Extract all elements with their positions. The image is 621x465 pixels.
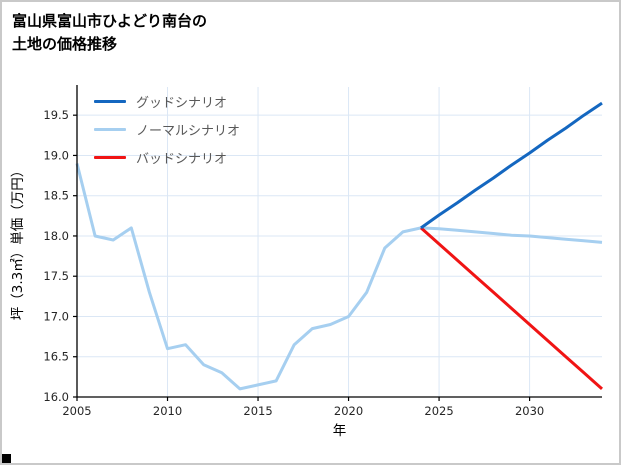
legend: グッドシナリオ ノーマルシナリオ バッドシナリオ [94,92,240,167]
chart-title-line2: 土地の価格推移 [12,35,118,54]
x-tick-label: 2005 [62,404,91,418]
legend-label-good: グッドシナリオ [136,96,228,111]
y-axis-label: 坪（3.3㎡）単価（万円） [10,164,26,320]
legend-item-good: グッドシナリオ [94,92,240,111]
legend-line-good-icon [94,100,126,103]
legend-line-normal-icon [94,128,126,131]
chart-title-line1: 富山県富山市ひよどり南台の [12,12,208,30]
legend-label-bad: バッドシナリオ [136,152,228,167]
legend-item-bad: バッドシナリオ [94,148,240,167]
legend-item-normal: ノーマルシナリオ [94,120,240,139]
y-tick-label: 18.0 [43,229,69,243]
series-line-bad [420,226,603,391]
x-tick-label: 2030 [515,404,544,418]
legend-line-bad-icon [94,156,126,159]
y-tick-label: 16.0 [43,390,69,404]
x-tick-label: 2020 [334,404,363,418]
corner-mark [2,454,11,463]
series-line-good [420,101,603,230]
series-line-normal [75,163,603,391]
x-axis-label: 年 [333,423,347,439]
y-tick-label: 19.0 [43,148,69,162]
legend-label-normal: ノーマルシナリオ [136,124,241,139]
x-tick-label: 2025 [424,404,453,418]
y-tick-label: 18.5 [43,189,69,203]
x-tick-label: 2010 [153,404,182,418]
y-tick-label: 17.5 [43,269,69,283]
x-tick-label: 2015 [243,404,272,418]
y-tick-label: 19.5 [43,108,69,122]
chart-title: 富山県富山市ひよどり南台の 土地の価格推移 [12,10,207,57]
y-tick-label: 16.5 [43,350,69,364]
y-tick-label: 17.0 [43,309,69,323]
